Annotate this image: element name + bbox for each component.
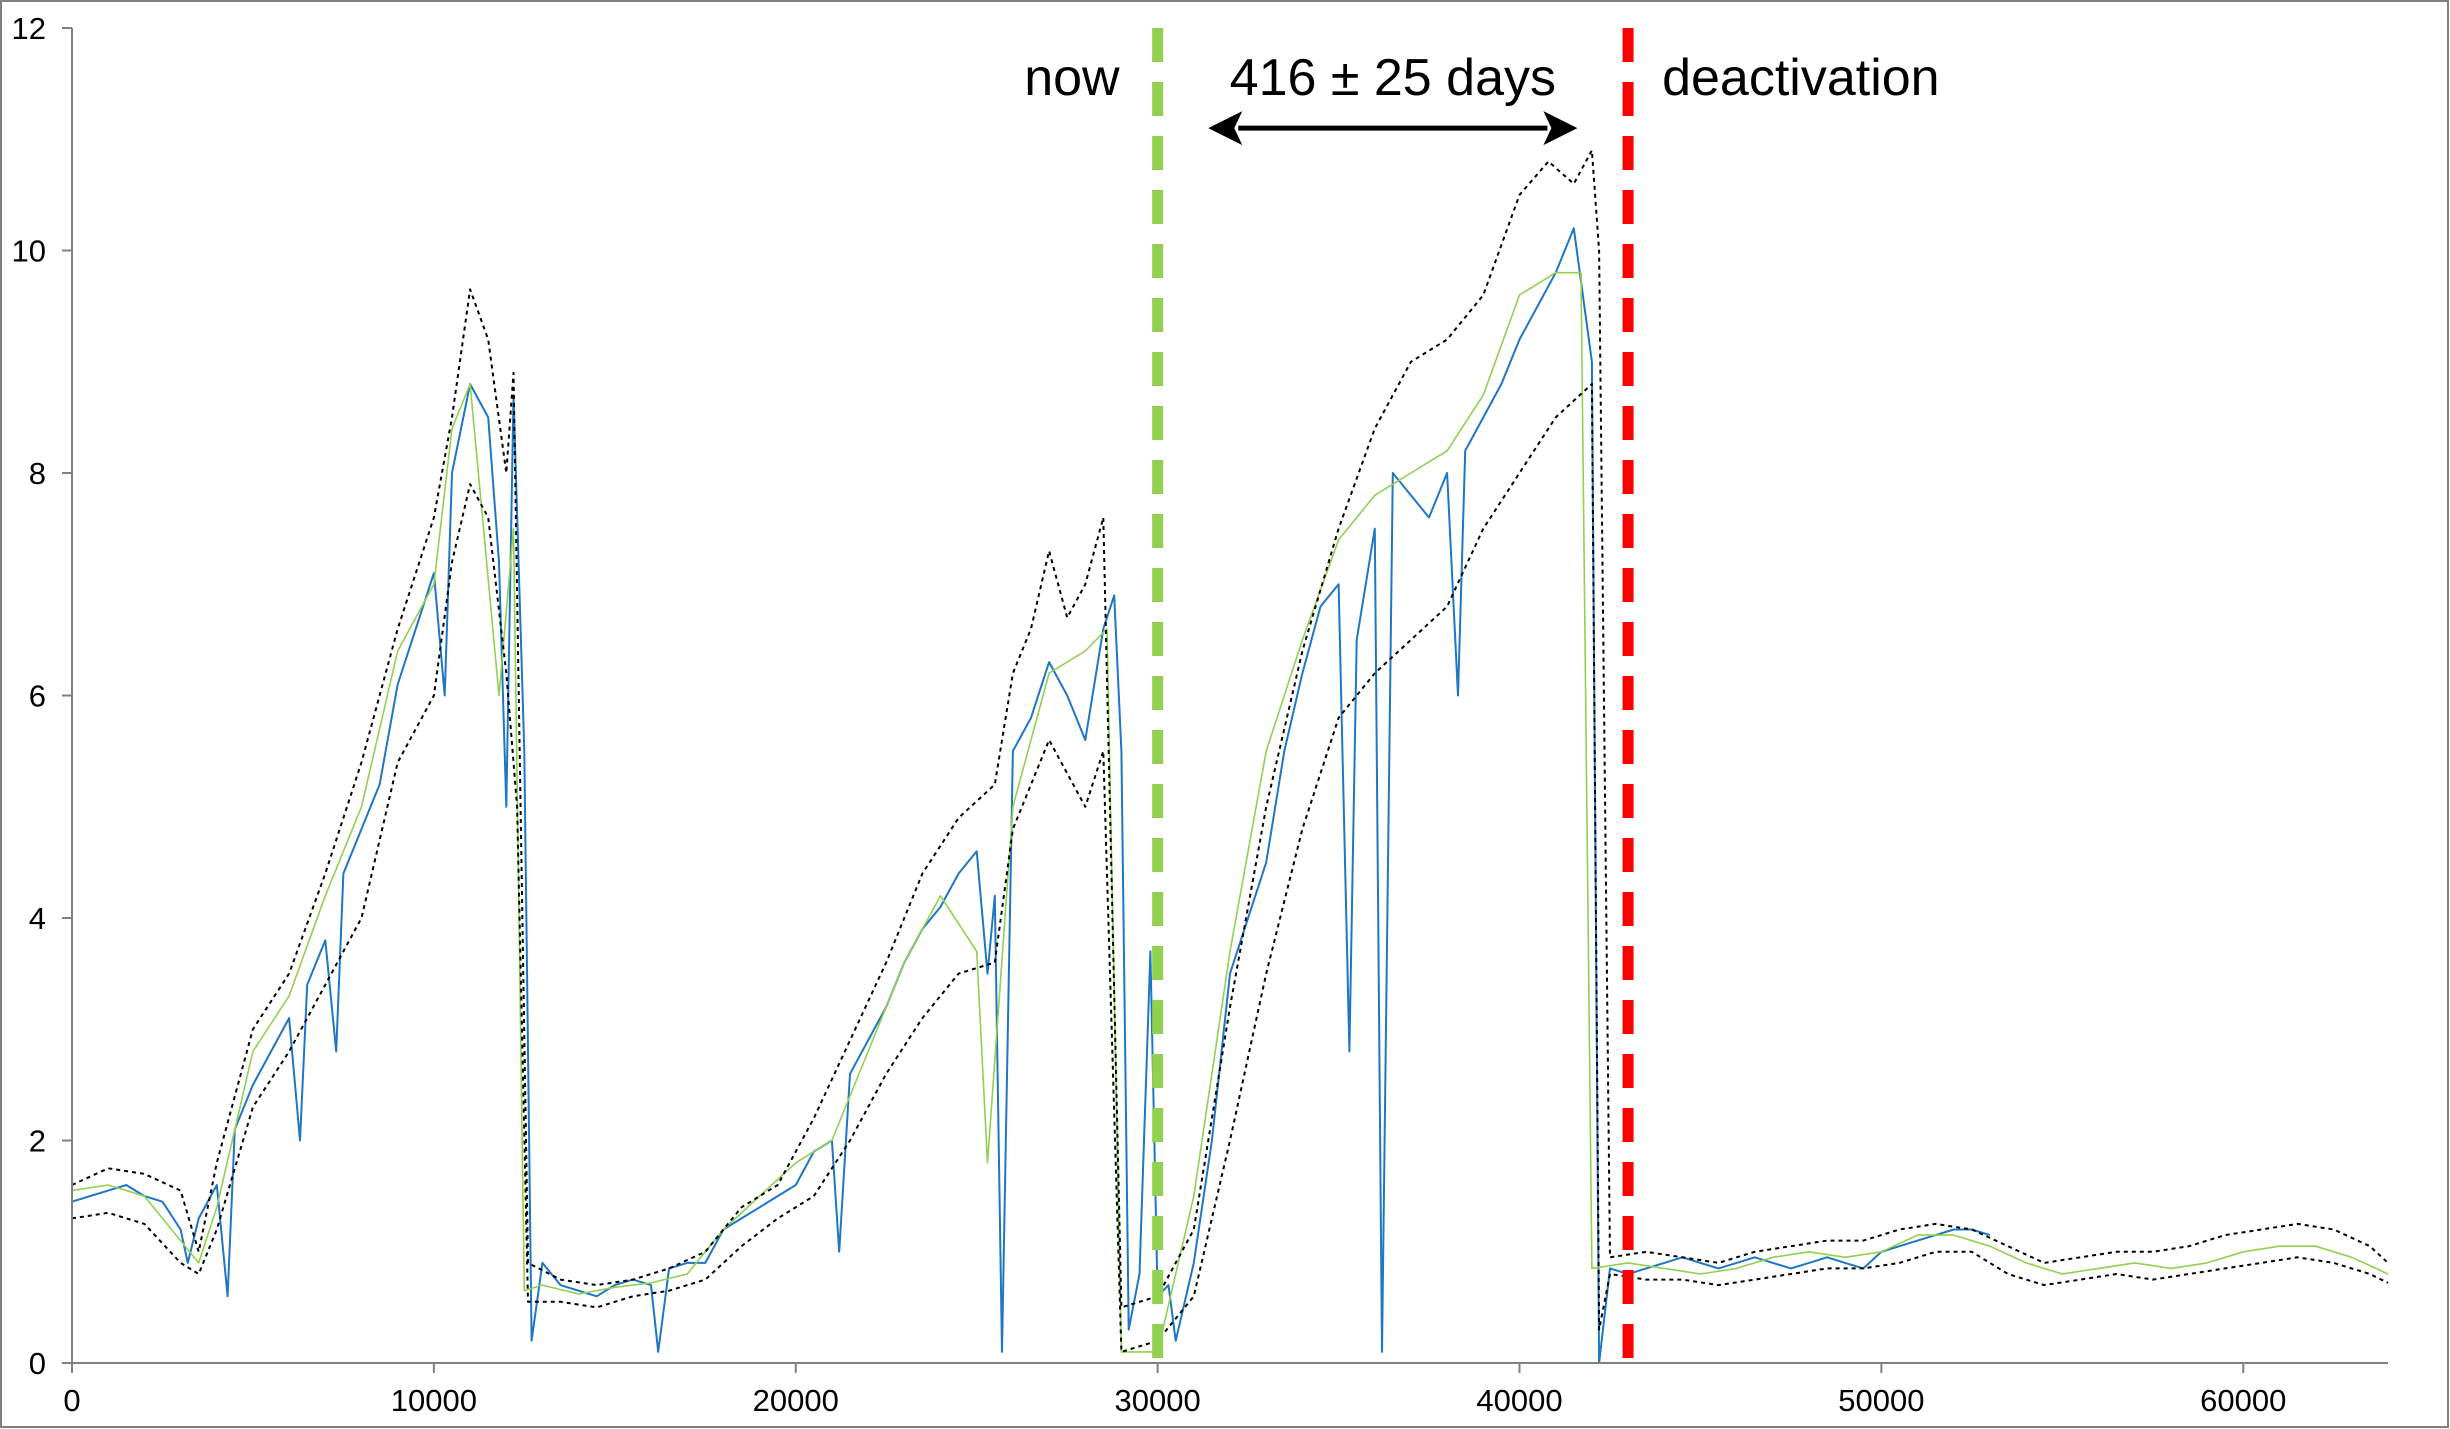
x-tick-label: 50000 [1838, 1383, 1924, 1418]
interval-label: 416 ± 25 days [1230, 49, 1556, 107]
x-tick-label: 60000 [2200, 1383, 2286, 1418]
axis-ticks: 0 10000 20000 30000 40000 50000 60000 0 2 4 6 8 10 12 [12, 11, 2287, 1418]
arrow-head-right [1543, 111, 1578, 146]
annotations: now deactivation 416 ± 25 days [1024, 49, 1940, 146]
y-tick-label: 6 [29, 679, 46, 714]
y-tick-label: 12 [12, 11, 46, 46]
x-tick-label: 20000 [753, 1383, 839, 1418]
y-tick-label: 10 [12, 234, 46, 269]
y-tick-label: 4 [29, 901, 46, 936]
x-tick-label: 40000 [1476, 1383, 1562, 1418]
now-label: now [1024, 49, 1120, 107]
y-tick-label: 0 [29, 1346, 46, 1381]
y-tick-label: 8 [29, 456, 46, 491]
series-line-measured [71, 227, 1991, 1364]
vertical-markers [1152, 28, 1634, 1363]
y-tick-label: 2 [29, 1124, 46, 1159]
arrow-head-left [1208, 111, 1243, 146]
deactivation-label: deactivation [1662, 49, 1940, 107]
x-tick-label: 30000 [1115, 1383, 1201, 1418]
x-tick-label: 0 [63, 1383, 80, 1418]
x-tick-label: 10000 [391, 1383, 477, 1418]
